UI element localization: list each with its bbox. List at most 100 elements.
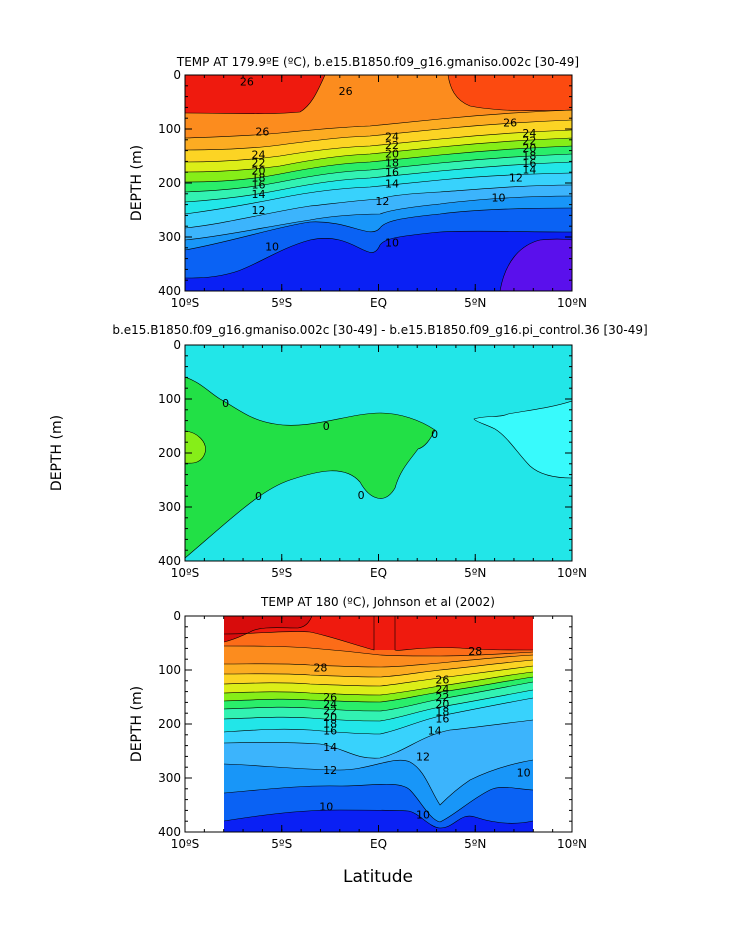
negative-region <box>474 401 572 478</box>
contour-label: 16 <box>385 166 399 179</box>
panel-3: TEMP AT 180 (ºC), Johnson et al (2002) <box>129 595 587 851</box>
panel-2-contour-labels: 0 0 0 0 0 <box>222 397 438 503</box>
contour-label: 12 <box>375 195 389 208</box>
band-29 <box>224 616 312 642</box>
y-tick-label: 400 <box>158 825 181 839</box>
contour-label: 12 <box>416 750 430 763</box>
panel-3-ylabel: DEPTH (m) <box>129 686 145 762</box>
x-axis-label: Latitude <box>343 867 413 887</box>
contour-label: 12 <box>252 204 266 217</box>
x-tick-label: 5ºS <box>271 566 292 580</box>
y-tick-label: 100 <box>158 663 181 677</box>
contour-label: 24 <box>385 131 399 144</box>
contour-label: 0 <box>222 397 229 410</box>
contour-label: 20 <box>323 711 337 724</box>
contour-label: 26 <box>435 674 449 687</box>
panel-1-title: TEMP AT 179.9ºE (ºC), b.e15.B1850.f09_g1… <box>176 55 579 69</box>
panel-2: b.e15.B1850.f09_g16.gmaniso.002c ‌[30-49… <box>49 323 648 580</box>
panel-3-contour-labels: 2828262624242222202018181616141412121010… <box>313 645 530 822</box>
y-tick-label: 0 <box>173 338 181 352</box>
panel-1-ylabel: DEPTH (m) <box>129 145 145 221</box>
y-tick-label: 200 <box>158 446 181 460</box>
contour-label: 20 <box>252 165 266 178</box>
contour-label: 14 <box>252 188 266 201</box>
contour-label: 20 <box>385 147 399 160</box>
contour-label: 14 <box>385 178 399 191</box>
contour-label: 16 <box>435 713 449 726</box>
contour-label: 24 <box>323 698 337 711</box>
panel-2-field <box>185 345 572 561</box>
contour-label: 10 <box>319 801 333 814</box>
warm-core-east <box>448 75 572 111</box>
x-tick-label: 10ºS <box>171 296 200 310</box>
contour-label: 26 <box>240 75 254 88</box>
x-tick-label: 5ºS <box>271 296 292 310</box>
panel-3-axes: 10ºS 5ºS EQ 5ºN 10ºN 0 100 200 300 400 <box>158 609 587 851</box>
y-tick-label: 400 <box>158 284 181 298</box>
contour-label: 28 <box>468 645 482 658</box>
x-tick-label: 5ºS <box>271 837 292 851</box>
contour-label: 22 <box>252 156 266 169</box>
contour-label: 0 <box>255 490 262 503</box>
y-tick-label: 0 <box>173 609 181 623</box>
contour-label: 26 <box>339 85 353 98</box>
contour-label: 0 <box>323 420 330 433</box>
contour-label: 16 <box>522 157 536 170</box>
y-tick-label: 0 <box>173 68 181 82</box>
contour-label: 14 <box>428 724 442 737</box>
contour-label: 12 <box>509 172 523 185</box>
contour-label: 10 <box>491 192 505 205</box>
panel-1-field <box>185 75 572 291</box>
y-tick-label: 300 <box>158 771 181 785</box>
x-tick-label: 5ºN <box>464 296 486 310</box>
contour-label: 0 <box>358 489 365 502</box>
contour-label: 16 <box>323 724 337 737</box>
x-tick-label: 10ºN <box>557 566 587 580</box>
x-tick-label: EQ <box>370 566 387 580</box>
panel-3-title: TEMP AT 180 (ºC), Johnson et al (2002) <box>260 595 495 609</box>
contour-label: 28 <box>313 661 327 674</box>
contour-label: 10 <box>517 767 531 780</box>
contour-label: 26 <box>503 117 517 130</box>
x-tick-label: 10ºS <box>171 837 200 851</box>
x-tick-label: EQ <box>370 296 387 310</box>
y-tick-label: 100 <box>158 392 181 406</box>
contour-label: 22 <box>435 691 449 704</box>
y-tick-label: 300 <box>158 500 181 514</box>
contour-label: 0 <box>431 428 438 441</box>
y-tick-label: 200 <box>158 176 181 190</box>
contour-label: 18 <box>252 172 266 185</box>
y-tick-label: 100 <box>158 122 181 136</box>
panel-1-axes: 10ºS 5ºS EQ 5ºN 10ºN 0 100 200 300 400 <box>158 68 587 310</box>
contour-label: 10 <box>385 236 399 249</box>
panel-2-title: b.e15.B1850.f09_g16.gmaniso.002c ‌[30-49… <box>112 323 647 337</box>
contour-label: 22 <box>323 705 337 718</box>
contour-label: 22 <box>522 134 536 147</box>
positive-region <box>185 377 435 558</box>
x-tick-label: 5ºN <box>464 566 486 580</box>
contour-label: 26 <box>323 691 337 704</box>
contour-label: 24 <box>435 683 449 696</box>
warm-core-west <box>185 75 325 114</box>
y-tick-label: 400 <box>158 554 181 568</box>
contour-label: 16 <box>252 179 266 192</box>
contour-label: 22 <box>385 139 399 152</box>
contour-label: 14 <box>522 164 536 177</box>
x-tick-label: EQ <box>370 837 387 851</box>
contour-label: 24 <box>522 127 536 140</box>
contour-label: 12 <box>323 764 337 777</box>
contour-label: 10 <box>265 241 279 254</box>
panel-3-field <box>224 616 533 832</box>
positive-core <box>185 431 206 464</box>
contour-label: 20 <box>435 698 449 711</box>
contour-label: 10 <box>416 809 430 822</box>
y-tick-label: 300 <box>158 230 181 244</box>
contour-label: 18 <box>522 149 536 162</box>
contour-label: 18 <box>385 156 399 169</box>
contour-label: 24 <box>252 148 266 161</box>
x-tick-label: 10ºN <box>557 296 587 310</box>
panel-2-axes: 10ºS 5ºS EQ 5ºN 10ºN 0 100 200 300 400 <box>158 338 587 580</box>
contour-label: 20 <box>522 142 536 155</box>
